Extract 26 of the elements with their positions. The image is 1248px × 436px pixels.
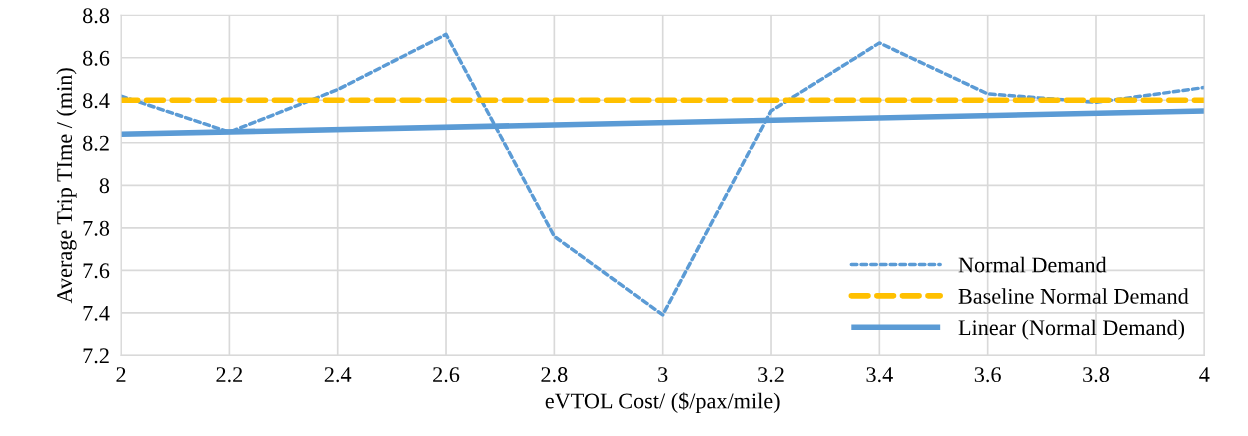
y-tick-label: 7.6 [83, 263, 110, 279]
y-tick-label: 7.8 [83, 220, 110, 236]
x-tick-label: 4 [1199, 367, 1210, 382]
legend-label: Baseline Normal Demand [958, 288, 1189, 304]
x-tick-label: 2.4 [324, 367, 352, 383]
legend-label: Linear (Normal Demand) [958, 319, 1185, 340]
x-tick-label: 2.2 [216, 367, 243, 383]
x-tick-label: 3.4 [866, 367, 893, 383]
x-axis-title: eVTOL Cost/ ($/pax/mile) [545, 392, 780, 413]
x-tick-label: 3.6 [974, 367, 1001, 383]
x-tick-label: 2.6 [433, 367, 460, 383]
y-tick-label: 8.4 [83, 93, 110, 109]
x-tick-label: 3.2 [758, 367, 784, 383]
y-tick-label: 8 [99, 178, 110, 194]
x-tick-label: 2 [116, 367, 126, 382]
y-tick-label: 7.4 [83, 305, 110, 321]
x-tick-label: 3 [658, 367, 668, 383]
y-tick-label: 8.8 [83, 8, 110, 24]
y-tick-label: 8.2 [83, 135, 109, 151]
y-axis-title: Average Trip TIme / (min) [56, 68, 77, 304]
legend-label: Normal Demand [958, 256, 1107, 273]
x-tick-label: 2.8 [541, 367, 568, 383]
x-tick-label: 3.8 [1083, 367, 1110, 383]
y-tick-label: 7.2 [83, 348, 109, 364]
y-tick-label: 8.6 [83, 50, 110, 66]
line-series [121, 32, 1205, 317]
